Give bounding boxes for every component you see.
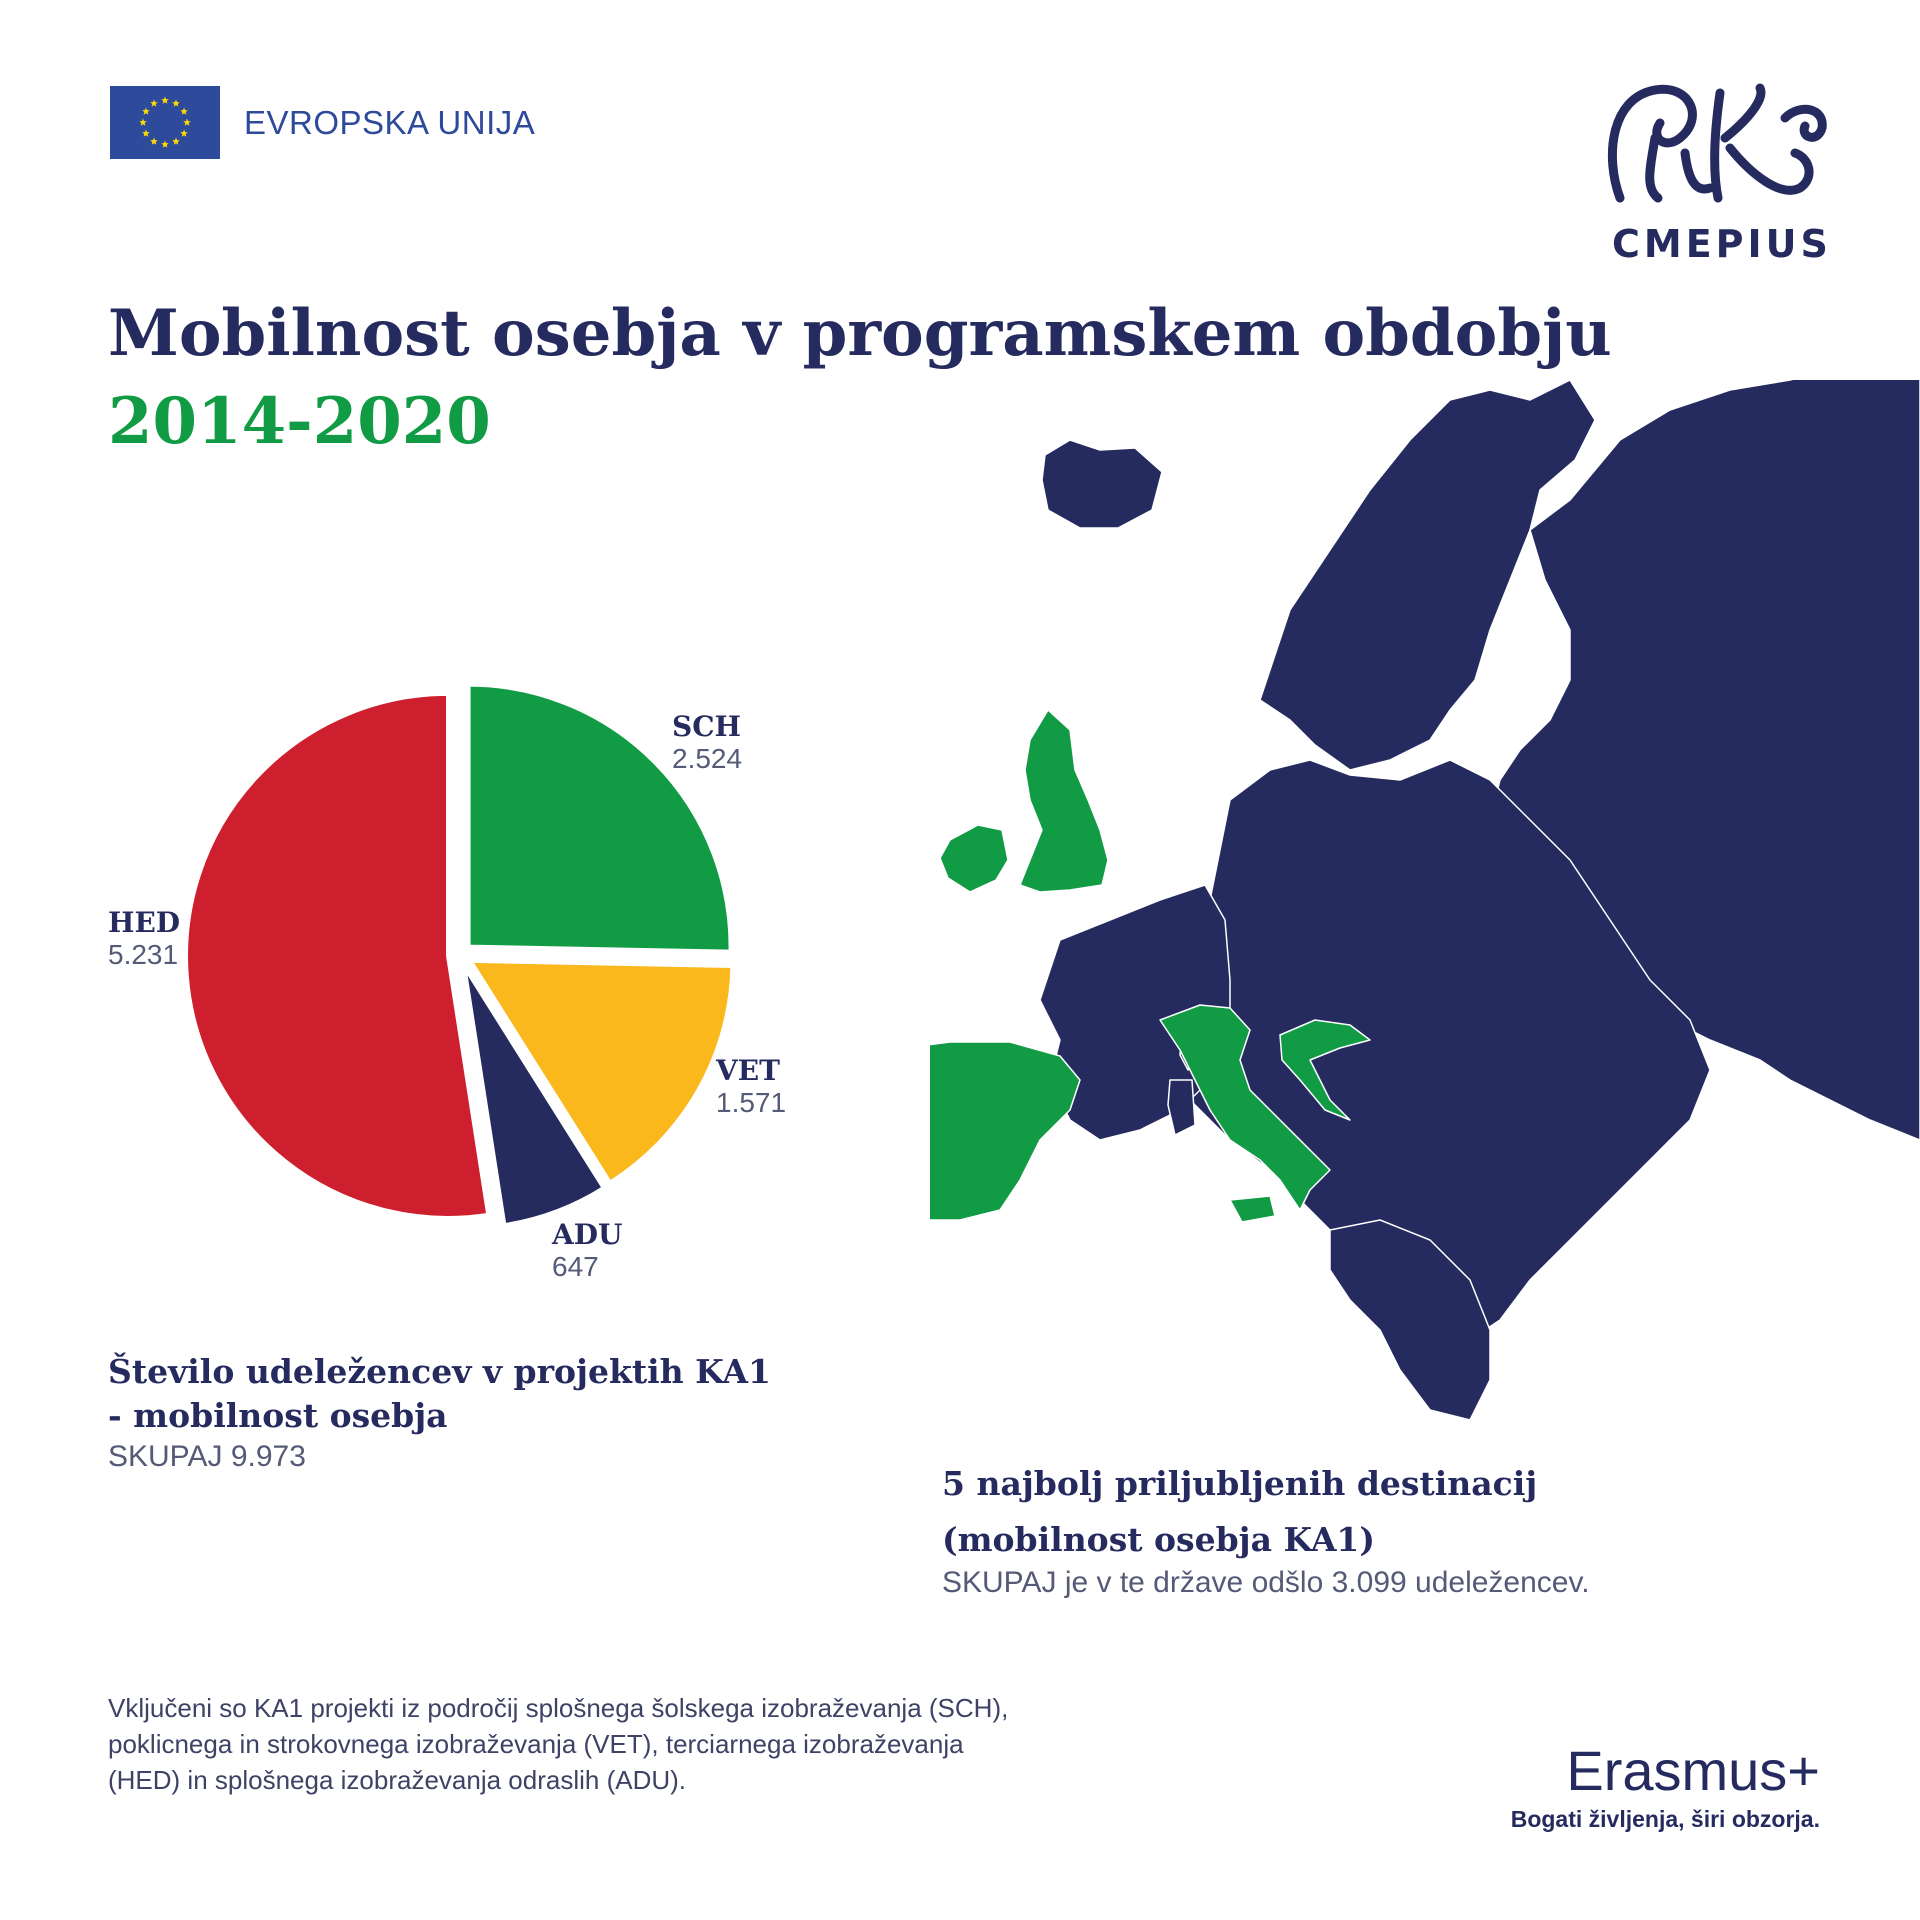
- eu-star-icon: [172, 137, 180, 145]
- pie-label-name: ADU: [552, 1218, 623, 1251]
- chart-total: SKUPAJ 9.973: [108, 1440, 306, 1473]
- pie-label-name: HED: [108, 906, 181, 939]
- eu-flag-icon: [110, 86, 220, 159]
- footnote-line3: (HED) in splošnega izobraževanja odrasli…: [108, 1765, 687, 1795]
- eu-star-icon: [180, 107, 188, 115]
- pie-slice-sch: [466, 682, 733, 954]
- pie-slice-vet: [466, 958, 735, 1186]
- map-ireland: [939, 824, 1009, 893]
- erasmus-logo: Erasmus+: [1566, 1739, 1820, 1802]
- pie-label-vet: VET 1.571: [716, 1054, 786, 1119]
- pie-label-name: VET: [716, 1054, 780, 1087]
- map-total: SKUPAJ je v te države odšlo 3.099 udelež…: [942, 1566, 1590, 1599]
- europe-map: [930, 380, 1920, 1421]
- map-spain-portugal: [930, 1041, 1081, 1221]
- map-sardinia: [1167, 1079, 1196, 1136]
- map-balkans: [1329, 1219, 1491, 1421]
- eu-star-icon: [142, 107, 150, 115]
- map-croatia: [1279, 1019, 1371, 1121]
- footnote: Vključeni so KA1 projekti iz področij sp…: [108, 1690, 1208, 1798]
- footnote-line1: Vključeni so KA1 projekti iz področij sp…: [108, 1693, 1009, 1723]
- map-east: [1489, 380, 1920, 1141]
- chart-caption-line2: - mobilnost osebja: [108, 1396, 448, 1435]
- eu-star-icon: [142, 129, 150, 137]
- pie-label-value: 5.231: [108, 939, 179, 970]
- cmepius-logo-text: CMEPIUS: [1612, 222, 1832, 266]
- footnote-line2: poklicnega in strokovnega izobraževanja …: [108, 1729, 964, 1759]
- map-iceland: [1041, 439, 1163, 529]
- map-sicily: [1229, 1195, 1276, 1223]
- chart-caption-line1: Število udeležencev v projektih KA1: [108, 1352, 771, 1391]
- pie-label-value: 1.571: [716, 1087, 787, 1118]
- pie-slice-adu: [462, 965, 607, 1228]
- map-scandinavia: [1259, 380, 1596, 771]
- map-united-kingdom: [1019, 709, 1109, 893]
- pie-label-sch: SCH 2.524: [672, 710, 742, 775]
- map-title-line1: 5 najbolj priljubljenih destinacij: [942, 1464, 1538, 1503]
- eu-star-icon: [139, 118, 147, 126]
- eu-star-icon: [150, 99, 158, 107]
- map-italy: [1159, 1004, 1331, 1211]
- eu-star-icon: [183, 118, 191, 126]
- eu-star-icon: [180, 129, 188, 137]
- eu-star-icon: [172, 99, 180, 107]
- cmepius-logo-icon: [1600, 78, 1840, 268]
- pie-label-value: 647: [552, 1251, 599, 1282]
- eu-star-icon: [161, 140, 169, 148]
- chart-caption: Število udeležencev v projektih KA1 - mo…: [108, 1350, 808, 1438]
- pie-label-value: 2.524: [672, 743, 743, 774]
- page-subtitle: 2014-2020: [108, 384, 491, 459]
- erasmus-slogan: Bogati življenja, širi obzorja.: [1510, 1806, 1820, 1832]
- pie-slice-hed: [184, 691, 491, 1220]
- pie-label-adu: ADU 647: [552, 1218, 622, 1283]
- map-title-line2: (mobilnost osebja KA1): [942, 1520, 1375, 1559]
- eu-star-icon: [150, 137, 158, 145]
- eu-label: EVROPSKA UNIJA: [244, 104, 536, 141]
- eu-star-icon: [161, 96, 169, 104]
- page-title: Mobilnost osebja v programskem obdobju: [108, 296, 1612, 371]
- pie-label-hed: HED 5.231: [108, 906, 180, 971]
- pie-label-name: SCH: [672, 710, 741, 743]
